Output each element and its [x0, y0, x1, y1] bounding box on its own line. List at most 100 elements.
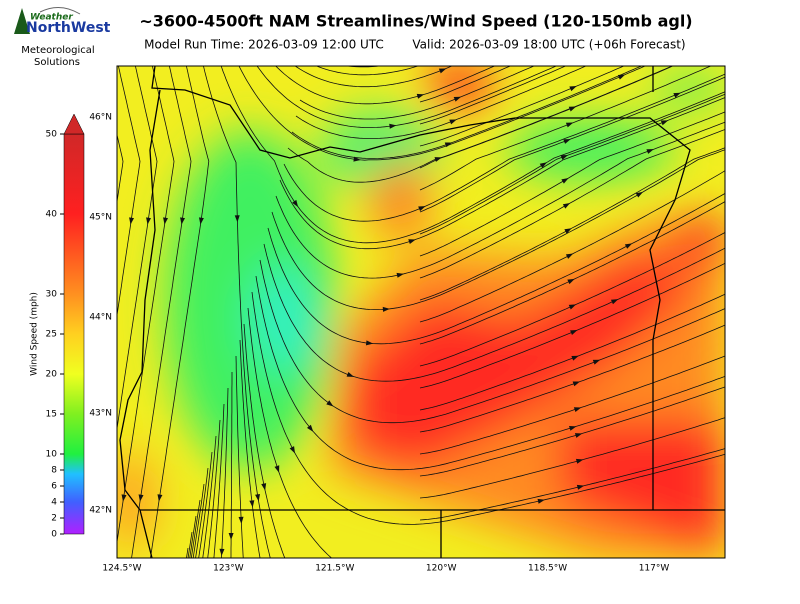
colorbar-tick-label: 4: [51, 498, 57, 508]
colorbar-tick-label: 15: [46, 410, 57, 420]
streamline: [344, 66, 383, 68]
streamline: [491, 50, 513, 60]
streamline: [419, 324, 725, 433]
streamline: [202, 435, 217, 558]
lat-label: 43°N: [89, 409, 112, 419]
colorbar-extend: [63, 113, 85, 135]
lon-label: 123°W: [213, 564, 244, 574]
streamline: [419, 66, 567, 125]
streamline-arrow: [396, 272, 404, 278]
streamline-arrow: [234, 215, 240, 223]
lon-label: 120°W: [426, 564, 457, 574]
logo-caption: Solutions: [34, 57, 80, 68]
logo-tree: [14, 8, 30, 34]
streamline: [419, 147, 725, 301]
streamline-arrow: [694, 51, 702, 58]
streamline: [559, 50, 581, 60]
streamline: [457, 50, 479, 60]
streamline-arrow: [660, 120, 669, 126]
streamline: [189, 515, 197, 558]
streamline: [187, 531, 193, 558]
streamline: [661, 50, 683, 60]
streamline: [213, 403, 225, 558]
streamline-arrow: [292, 199, 299, 208]
streamline: [275, 66, 496, 105]
streamline: [235, 355, 244, 558]
streamline: [419, 93, 725, 235]
lat-label: 46°N: [89, 113, 112, 123]
lon-label: 118.5°W: [528, 564, 567, 574]
wind-speed-field: [117, 66, 725, 558]
borders: [119, 66, 725, 558]
streamline: [279, 97, 725, 250]
streamline: [275, 121, 725, 279]
streamline: [419, 111, 725, 257]
streamline-arrow: [574, 433, 583, 438]
streamline-arrow: [416, 93, 425, 99]
streamline: [419, 201, 725, 345]
logo-line2: NorthWest: [26, 20, 111, 36]
colorbar-label: Wind Speed (mph): [30, 292, 40, 376]
streamline: [644, 50, 666, 60]
streamline-arrow: [198, 217, 204, 225]
streamline: [207, 419, 221, 558]
colorbar-tick-label: 40: [46, 210, 58, 220]
streamline-arrow: [121, 494, 127, 502]
streamline: [117, 66, 141, 318]
streamline-arrow: [646, 149, 654, 154]
streamline-arrow: [163, 217, 169, 225]
streamline: [419, 170, 725, 323]
streamline-arrow: [568, 304, 577, 310]
streamline: [419, 293, 725, 411]
streamline-arrow: [306, 424, 314, 432]
streamline: [389, 51, 424, 60]
streamline-arrow: [346, 372, 355, 377]
streamline: [243, 323, 286, 558]
streamline-arrow: [565, 122, 574, 128]
streamline: [610, 50, 632, 60]
streamline: [186, 547, 189, 558]
streamline-arrow: [389, 123, 397, 129]
streamline-arrow: [138, 494, 144, 502]
lat-label: 42°N: [89, 506, 112, 516]
streamline: [192, 483, 205, 558]
streamline-arrow: [569, 86, 577, 92]
streamline: [419, 129, 725, 279]
streamline: [712, 50, 734, 60]
colorbar: [63, 133, 85, 535]
streamline: [508, 50, 530, 60]
streamline-arrow: [382, 306, 390, 312]
lon-label: 124.5°W: [102, 564, 141, 574]
streamline-arrow: [610, 299, 619, 305]
colorbar-tick-label: 10: [46, 450, 58, 460]
streamline-arrow: [219, 548, 225, 556]
streamline-arrow: [572, 381, 581, 387]
streamline-arrow: [576, 484, 585, 490]
streamline-arrow: [568, 425, 577, 431]
streamline: [198, 451, 213, 558]
streamline: [419, 262, 725, 389]
colorbar-tick-label: 0: [51, 530, 57, 540]
streamline-arrow: [624, 243, 633, 249]
colorbar-tick-label: 6: [51, 482, 57, 492]
streamline: [419, 66, 625, 147]
streamline-arrow: [418, 206, 426, 212]
streamline-arrow: [571, 355, 579, 361]
streamline: [419, 66, 512, 103]
logo-caption: Meteorological: [21, 45, 94, 56]
streamline: [131, 66, 192, 558]
streamline-arrow: [146, 217, 152, 225]
streamline-arrow: [274, 465, 280, 473]
streamline: [593, 50, 615, 60]
streamline-arrow: [568, 106, 577, 112]
streamline: [271, 149, 725, 310]
streamline: [372, 51, 419, 60]
streamline-arrow: [129, 217, 135, 225]
streamline: [419, 66, 712, 191]
streamline-arrow: [539, 162, 548, 168]
colorbar-tick-label: 20: [46, 370, 58, 380]
streamline: [291, 66, 643, 160]
streamline-arrow: [238, 516, 244, 524]
streamline: [423, 52, 445, 61]
streamline-arrow: [561, 177, 569, 184]
